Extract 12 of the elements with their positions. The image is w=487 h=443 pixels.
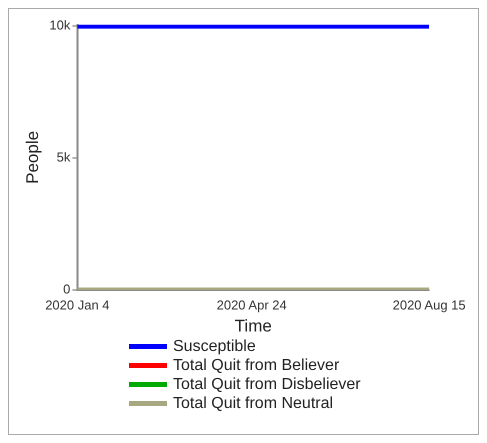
x-tick-label: 2020 Apr 24 [216, 297, 287, 312]
x-tick-label: 2020 Jan 4 [45, 297, 110, 312]
y-tick-label: 5k [56, 150, 71, 165]
x-tick-label: 2020 Aug 15 [392, 297, 466, 312]
legend-label: Susceptible [173, 338, 256, 356]
legend-label: Total Quit from Believer [173, 356, 340, 374]
x-axis-title: Time [234, 316, 272, 336]
legend-label: Total Quit from Neutral [173, 394, 334, 412]
y-tick-label: 10k [49, 18, 71, 33]
y-axis-title: People [22, 130, 42, 184]
y-tick-label: 0 [63, 282, 70, 297]
legend-label: Total Quit from Disbeliever [173, 376, 361, 394]
